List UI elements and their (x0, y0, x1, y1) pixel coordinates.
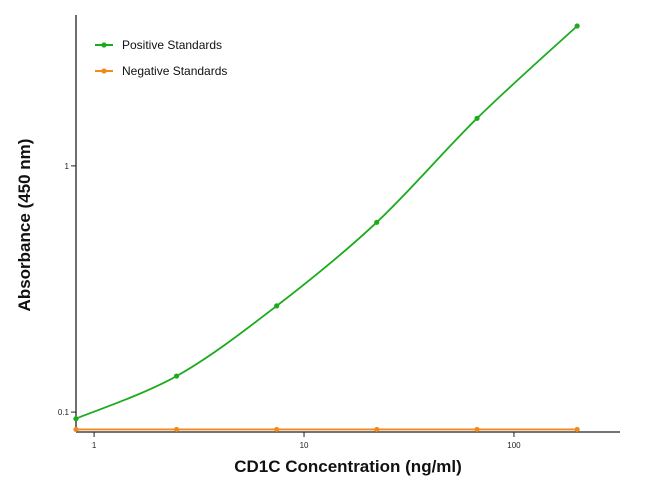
ticks: 1 10 100 0.1 1 (58, 162, 521, 450)
legend-swatch-marker (101, 68, 107, 74)
data-point-negative (574, 426, 580, 433)
data-point-negative (474, 426, 480, 433)
y-tick-label: 1 (65, 162, 70, 171)
x-axis-title: CD1C Concentration (ng/ml) (234, 457, 462, 476)
data-point-negative (274, 426, 280, 433)
data-point-positive (73, 416, 79, 422)
legend-item-positive: Positive Standards (95, 38, 222, 52)
y-axis-title: Absorbance (450 nm) (15, 139, 34, 312)
x-tick-label: 10 (300, 441, 309, 450)
data-point-positive (574, 23, 580, 29)
data-point-negative (73, 426, 79, 433)
data-point-positive (474, 115, 480, 121)
axes (75, 15, 620, 433)
x-tick-label: 100 (507, 441, 521, 450)
data-point-positive (274, 303, 280, 309)
legend-item-negative: Negative Standards (95, 64, 227, 78)
data-point-positive (374, 219, 380, 225)
x-tick-label: 1 (92, 441, 97, 450)
legend: Positive Standards Negative Standards (95, 38, 227, 78)
y-tick-label: 0.1 (58, 408, 70, 417)
series-line-positive (75, 25, 578, 420)
legend-label: Positive Standards (122, 38, 222, 52)
series (73, 23, 580, 433)
legend-swatch-marker (101, 42, 107, 48)
data-point-negative (173, 426, 180, 433)
data-point-negative (374, 426, 380, 433)
legend-label: Negative Standards (122, 64, 227, 78)
data-point-positive (173, 373, 180, 379)
